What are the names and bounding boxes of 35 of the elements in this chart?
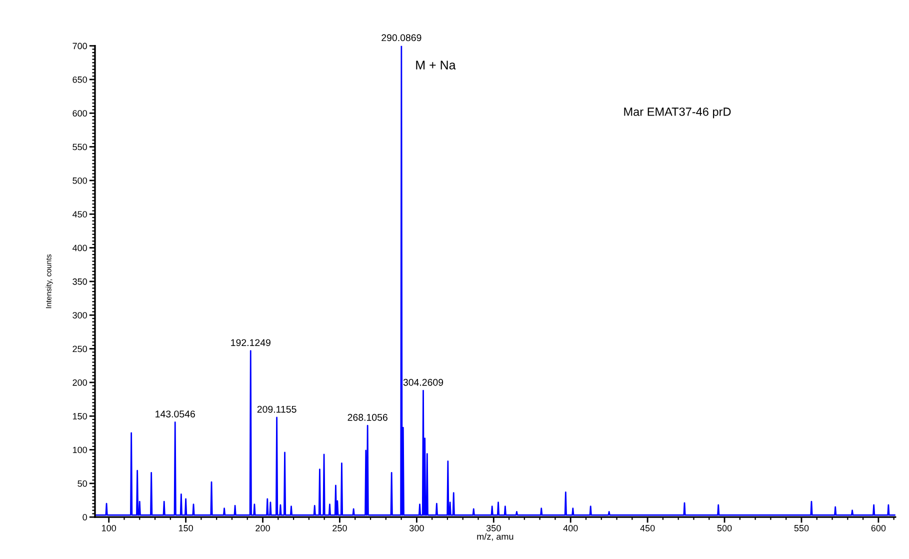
annotation: M + Na: [416, 60, 456, 70]
x-tick-label: 500: [717, 524, 732, 532]
y-tick-label: 550: [72, 144, 87, 150]
y-tick-label: 300: [72, 312, 87, 318]
y-tick-label: 700: [72, 42, 87, 50]
y-tick-label: 600: [72, 110, 87, 117]
annotation: Mar EMAT37-46 prD: [624, 108, 731, 118]
x-tick-label: 250: [332, 524, 347, 532]
y-tick-label: 200: [72, 379, 87, 386]
y-tick-label: 450: [72, 211, 87, 218]
annotation: 209.1155: [257, 406, 296, 413]
y-tick-label: 50: [78, 480, 87, 487]
y-tick-label: 250: [72, 346, 87, 352]
annotation: 304.2609: [403, 378, 444, 386]
y-tick-label: 400: [72, 244, 87, 252]
y-tick-label: 650: [72, 76, 87, 83]
x-axis-title: m/z, amu: [477, 533, 514, 541]
annotation: 143.0546: [156, 410, 195, 418]
y-tick-label: 500: [72, 177, 87, 184]
x-tick-label: 400: [563, 524, 578, 532]
y-tick-label: 350: [72, 278, 87, 285]
x-tick-label: 350: [486, 524, 501, 532]
y-tick-label: 100: [72, 446, 87, 454]
x-tick-label: 150: [178, 524, 193, 532]
annotation: 268.1056: [348, 414, 388, 421]
x-tick-label: 200: [256, 524, 270, 532]
x-tick-label: 300: [409, 524, 424, 532]
x-tick-label: 100: [102, 524, 116, 532]
x-tick-label: 550: [794, 524, 809, 532]
y-tick-label: 150: [72, 413, 87, 420]
annotation: 192.1249: [231, 339, 270, 346]
x-tick-label: 450: [640, 524, 655, 532]
y-tick-label: 0: [82, 514, 87, 520]
annotation: 290.0869: [382, 34, 422, 42]
x-tick-label: 600: [871, 524, 886, 532]
